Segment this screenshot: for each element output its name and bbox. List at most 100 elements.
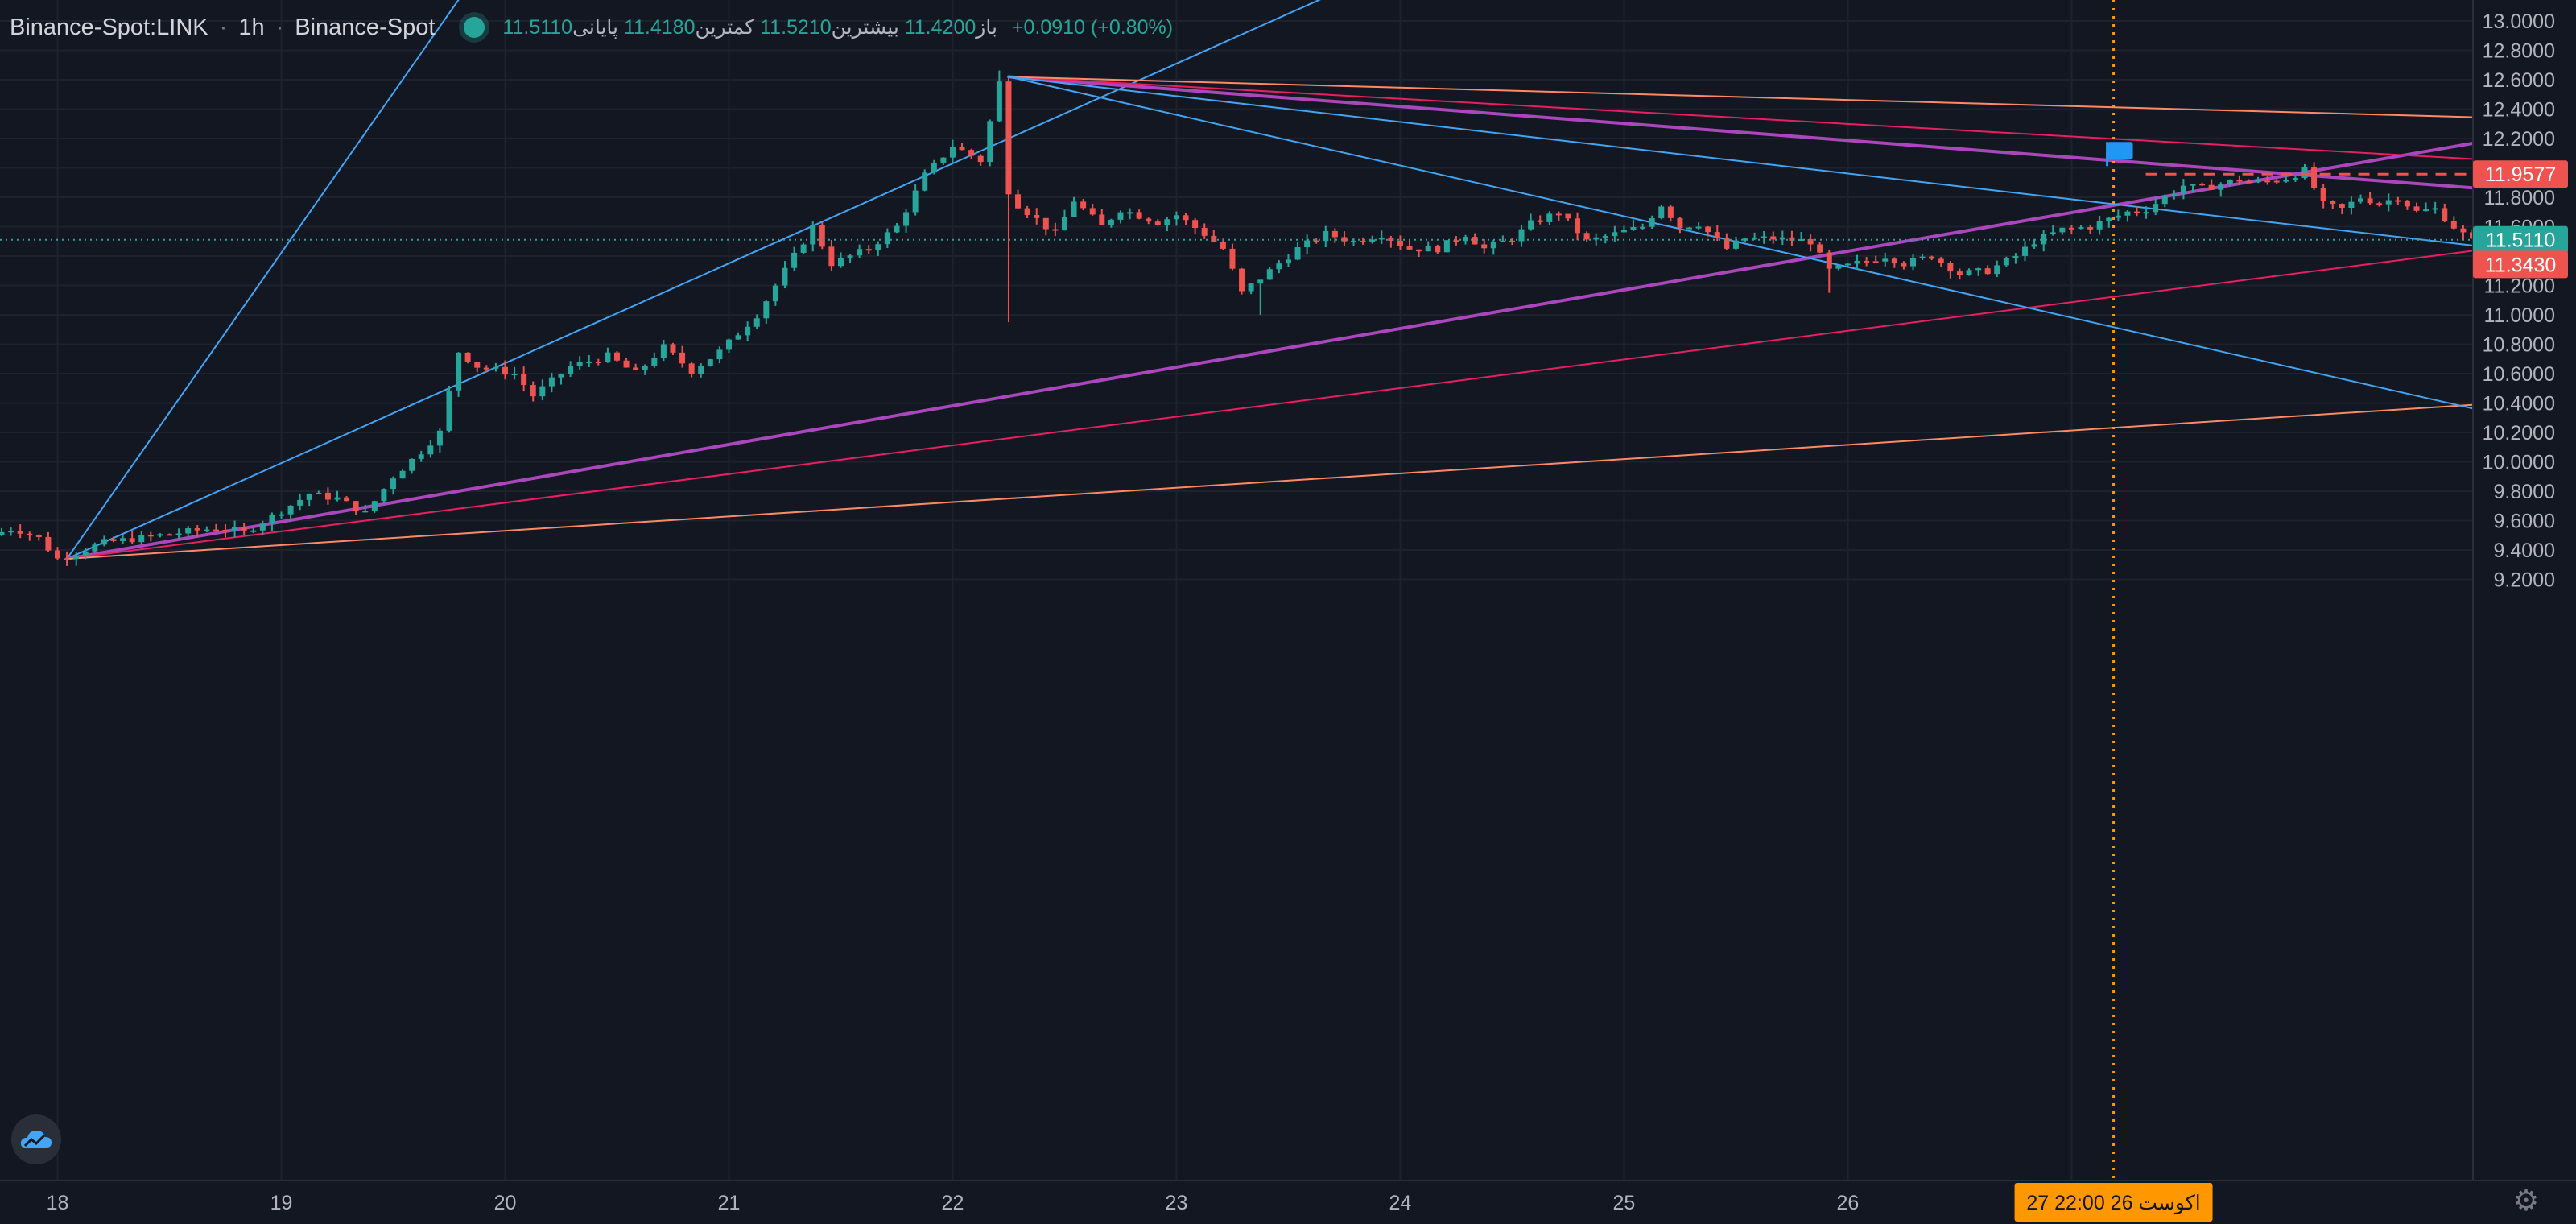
- candle-body: [2442, 208, 2448, 221]
- candle-body: [2246, 181, 2252, 184]
- high-value: 11.5210: [760, 16, 832, 39]
- candle-body: [1201, 228, 1208, 236]
- price-tick-label: 11.8000: [2483, 187, 2555, 209]
- candle-body: [2423, 209, 2429, 212]
- candle-body: [2153, 204, 2159, 213]
- candle-body: [92, 544, 98, 552]
- flag-body: [2107, 142, 2133, 160]
- price-tick-label: 9.8000: [2494, 481, 2555, 503]
- candle-body: [1220, 242, 1226, 249]
- candle-body: [894, 225, 900, 233]
- candle-body: [530, 385, 536, 397]
- candle-body: [1351, 240, 1357, 242]
- candle-body: [837, 257, 844, 267]
- candle-body: [1052, 229, 1059, 231]
- candle-body: [1807, 238, 1814, 245]
- candle-body: [1602, 236, 1608, 238]
- candle-body: [1154, 221, 1161, 225]
- candle-body: [2143, 212, 2149, 214]
- candle-body: [2031, 244, 2037, 247]
- candle-body: [166, 534, 172, 536]
- candle-body: [82, 551, 89, 556]
- interval-label[interactable]: 1h: [238, 14, 265, 40]
- candle-body: [1844, 263, 1851, 266]
- candle-body: [2404, 201, 2410, 207]
- candle-body: [1537, 220, 1543, 222]
- candle-body: [2161, 196, 2168, 205]
- candle-body: [2311, 167, 2318, 188]
- fan-line: [1006, 75, 2576, 197]
- candle-body: [259, 523, 266, 531]
- candle-body: [1099, 214, 1105, 225]
- candle-body: [1285, 259, 1291, 264]
- candle-body: [1024, 208, 1030, 216]
- candle-body: [1984, 268, 1991, 275]
- candle-body: [1686, 227, 1693, 229]
- candle-body: [129, 538, 135, 543]
- candle-body: [2171, 193, 2178, 196]
- candle-body: [2413, 206, 2420, 211]
- candle-body: [1910, 258, 1917, 267]
- candle-body: [64, 558, 70, 560]
- candle-body: [456, 352, 462, 391]
- candle-body: [1575, 218, 1581, 234]
- candle-body: [2115, 215, 2121, 218]
- candle-body: [185, 528, 192, 534]
- candle-body: [725, 339, 732, 350]
- candle-body: [2050, 232, 2056, 234]
- candle-body: [1630, 226, 1637, 230]
- candle-body: [931, 162, 937, 173]
- candle-body: [1528, 220, 1534, 229]
- fan-line: [66, 397, 2576, 560]
- candle-body: [316, 492, 322, 494]
- candle-body: [2385, 200, 2392, 205]
- price-tick-label: 9.4000: [2494, 540, 2555, 562]
- change-value: +0.0910 (+0.80%): [1011, 15, 1174, 39]
- candle-body: [1546, 213, 1553, 222]
- candle-body: [362, 511, 369, 513]
- market-status-icon: [464, 17, 485, 38]
- candle-body: [791, 252, 798, 268]
- candle-body: [1956, 271, 1963, 275]
- price-tick-label: 9.2000: [2494, 569, 2555, 592]
- candle-body: [949, 147, 956, 158]
- price-tick-label: 11.0000: [2483, 304, 2555, 327]
- candle-body: [418, 454, 424, 459]
- candle-body: [2348, 201, 2355, 209]
- gear-icon[interactable]: ⚙: [2512, 1184, 2540, 1217]
- candle-body: [138, 535, 145, 543]
- candle-body: [1453, 240, 1459, 242]
- candle-body: [912, 190, 919, 213]
- time-tick-label: 23: [1166, 1192, 1188, 1214]
- candle-body: [344, 497, 350, 502]
- candle-body: [1555, 213, 1562, 216]
- candle-body: [2124, 211, 2131, 216]
- candle-body: [1929, 256, 1935, 259]
- candle-body: [427, 445, 434, 455]
- candle-body: [1257, 279, 1264, 284]
- exchange-label: Binance-Spot: [295, 14, 436, 40]
- candle-body: [2022, 246, 2029, 256]
- candle-body: [857, 249, 863, 256]
- candle-body: [1005, 81, 1012, 195]
- candle-body: [2264, 180, 2271, 183]
- candle-body: [1994, 265, 2000, 275]
- price-tick-label: 10.0000: [2483, 452, 2555, 474]
- candle-body: [297, 499, 303, 506]
- candle-body: [1276, 263, 1282, 270]
- candle-body: [483, 367, 489, 370]
- candle-body: [595, 361, 601, 363]
- candle-body: [2376, 203, 2383, 205]
- close-value: 11.5110: [502, 16, 573, 39]
- candle-body: [940, 157, 947, 163]
- price-tick-label: 12.6000: [2483, 69, 2555, 92]
- candle-body: [959, 147, 965, 151]
- price-tick-label: 10.2000: [2483, 422, 2555, 445]
- candle-body: [2255, 180, 2261, 183]
- candle-body: [1192, 220, 1199, 229]
- symbol-name[interactable]: Binance-Spot:LINK: [10, 14, 208, 40]
- cloud-logo-icon[interactable]: [11, 1114, 61, 1164]
- fan-line: [66, 0, 460, 560]
